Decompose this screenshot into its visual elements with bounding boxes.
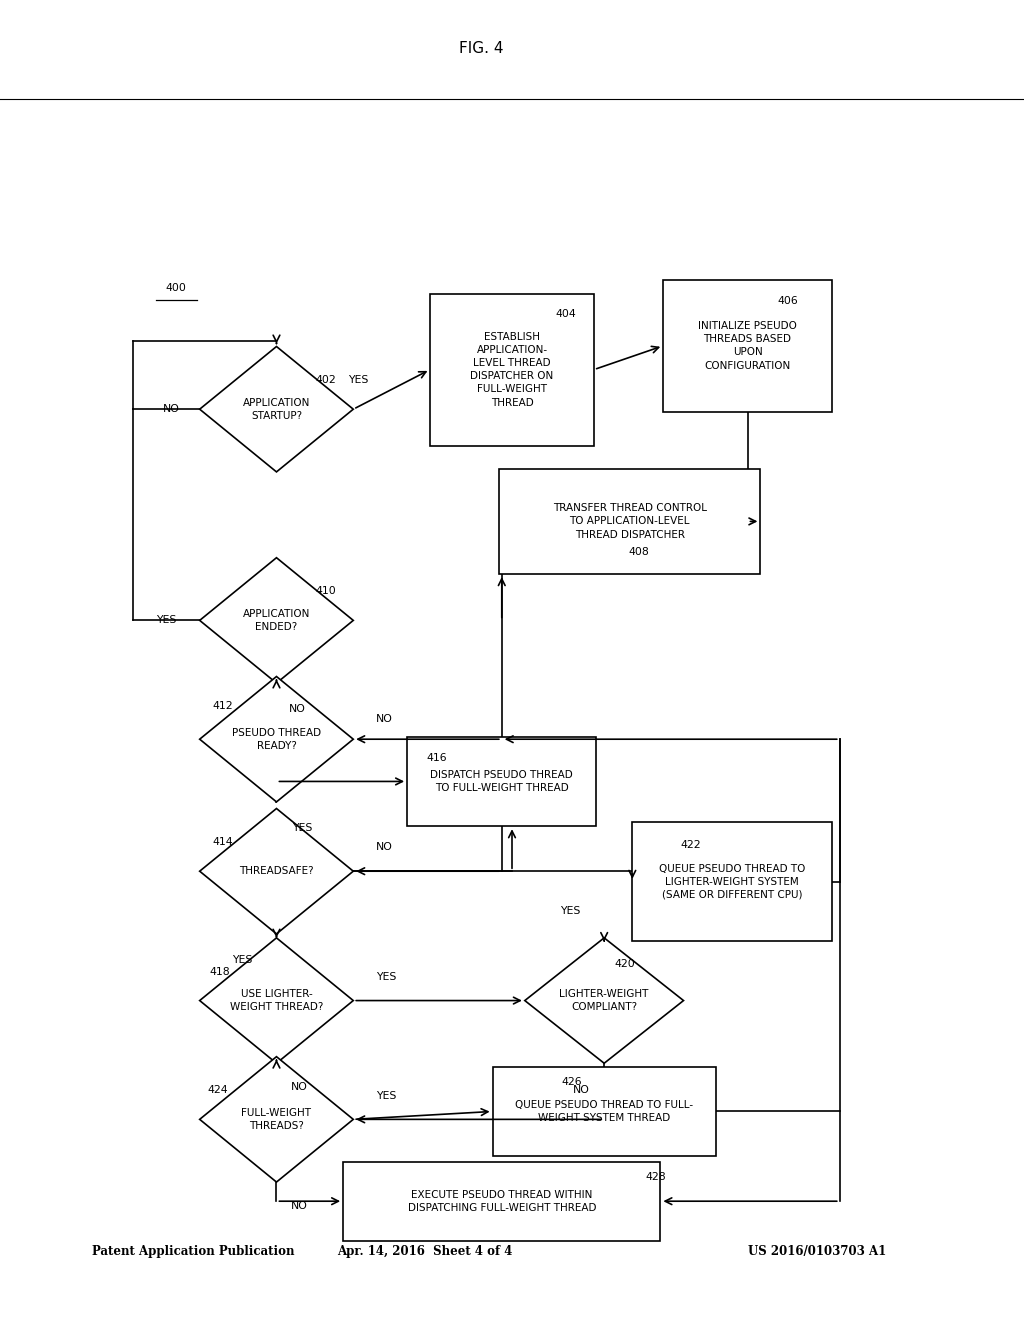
Polygon shape [200, 1057, 353, 1183]
Text: 404: 404 [556, 309, 577, 319]
Text: EXECUTE PSEUDO THREAD WITHIN
DISPATCHING FULL-WEIGHT THREAD: EXECUTE PSEUDO THREAD WITHIN DISPATCHING… [408, 1189, 596, 1213]
Text: 414: 414 [213, 837, 233, 847]
FancyBboxPatch shape [493, 1067, 716, 1156]
Text: USE LIGHTER-
WEIGHT THREAD?: USE LIGHTER- WEIGHT THREAD? [229, 989, 324, 1012]
Text: Patent Application Publication: Patent Application Publication [92, 1245, 295, 1258]
Text: 428: 428 [645, 1172, 666, 1183]
Text: 416: 416 [427, 752, 447, 763]
FancyBboxPatch shape [664, 280, 831, 412]
Text: NO: NO [163, 404, 179, 414]
Polygon shape [200, 557, 353, 682]
Polygon shape [200, 808, 353, 935]
Text: 426: 426 [561, 1077, 582, 1088]
Polygon shape [200, 937, 353, 1064]
Text: NO: NO [289, 705, 305, 714]
Text: 420: 420 [614, 958, 635, 969]
Text: NO: NO [291, 1082, 307, 1092]
Text: YES: YES [376, 1090, 396, 1101]
Text: YES: YES [560, 907, 581, 916]
FancyBboxPatch shape [632, 822, 831, 941]
Text: FIG. 4: FIG. 4 [459, 41, 504, 57]
Text: NO: NO [376, 842, 392, 853]
Polygon shape [200, 346, 353, 471]
Text: 406: 406 [777, 296, 798, 306]
Text: YES: YES [156, 615, 176, 626]
Text: YES: YES [376, 972, 396, 982]
Text: THREADSAFE?: THREADSAFE? [240, 866, 313, 876]
Text: LIGHTER-WEIGHT
COMPLIANT?: LIGHTER-WEIGHT COMPLIANT? [559, 989, 649, 1012]
Text: NO: NO [291, 1201, 307, 1210]
Text: 412: 412 [213, 701, 233, 711]
FancyBboxPatch shape [500, 469, 760, 574]
Text: YES: YES [292, 824, 312, 833]
Polygon shape [524, 937, 684, 1064]
Text: QUEUE PSEUDO THREAD TO
LIGHTER-WEIGHT SYSTEM
(SAME OR DIFFERENT CPU): QUEUE PSEUDO THREAD TO LIGHTER-WEIGHT SY… [659, 863, 805, 900]
Text: 402: 402 [315, 375, 336, 385]
Text: INITIALIZE PSEUDO
THREADS BASED
UPON
CONFIGURATION: INITIALIZE PSEUDO THREADS BASED UPON CON… [698, 321, 797, 371]
Text: 422: 422 [681, 840, 701, 850]
FancyBboxPatch shape [407, 737, 596, 826]
Text: TRANSFER THREAD CONTROL
TO APPLICATION-LEVEL
THREAD DISPATCHER: TRANSFER THREAD CONTROL TO APPLICATION-L… [553, 503, 707, 540]
Polygon shape [200, 677, 353, 803]
Text: 418: 418 [210, 966, 230, 977]
Text: 400: 400 [166, 282, 186, 293]
Text: 408: 408 [629, 546, 649, 557]
Text: APPLICATION
ENDED?: APPLICATION ENDED? [243, 609, 310, 632]
Text: 410: 410 [315, 586, 336, 597]
Text: ESTABLISH
APPLICATION-
LEVEL THREAD
DISPATCHER ON
FULL-WEIGHT
THREAD: ESTABLISH APPLICATION- LEVEL THREAD DISP… [470, 331, 554, 408]
Text: QUEUE PSEUDO THREAD TO FULL-
WEIGHT SYSTEM THREAD: QUEUE PSEUDO THREAD TO FULL- WEIGHT SYST… [515, 1100, 693, 1123]
Text: US 2016/0103703 A1: US 2016/0103703 A1 [748, 1245, 886, 1258]
Text: APPLICATION
STARTUP?: APPLICATION STARTUP? [243, 397, 310, 421]
Text: DISPATCH PSEUDO THREAD
TO FULL-WEIGHT THREAD: DISPATCH PSEUDO THREAD TO FULL-WEIGHT TH… [430, 770, 573, 793]
Text: 424: 424 [208, 1085, 228, 1096]
FancyBboxPatch shape [430, 294, 594, 446]
Text: NO: NO [376, 714, 392, 725]
Text: YES: YES [348, 375, 369, 385]
FancyBboxPatch shape [343, 1162, 660, 1241]
Text: PSEUDO THREAD
READY?: PSEUDO THREAD READY? [231, 727, 322, 751]
Text: FULL-WEIGHT
THREADS?: FULL-WEIGHT THREADS? [242, 1107, 311, 1131]
Text: NO: NO [573, 1085, 590, 1094]
Text: Apr. 14, 2016  Sheet 4 of 4: Apr. 14, 2016 Sheet 4 of 4 [337, 1245, 513, 1258]
Text: YES: YES [232, 956, 253, 965]
